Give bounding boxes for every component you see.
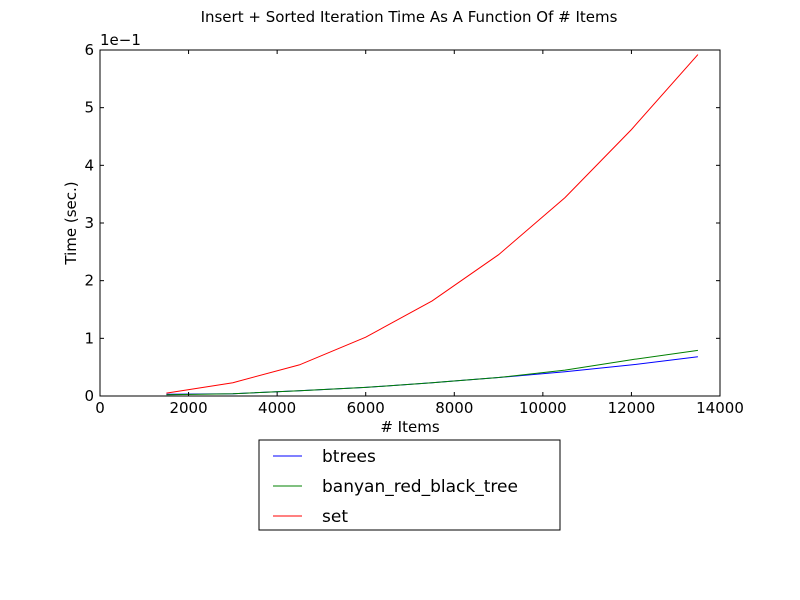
legend-entry-label: btrees [322,447,376,467]
y-tick-label: 1 [84,329,94,347]
y-tick-label: 5 [84,99,94,117]
y-axis-ticks: 0 1 2 3 4 5 6 [84,41,720,405]
x-tick-label: 2000 [169,399,207,417]
x-tick-label: 8000 [435,399,473,417]
legend-entry-label: set [322,507,348,527]
y-axis-label: Time (sec.) [62,181,80,265]
x-tick-label: 10000 [519,399,567,417]
x-axis-ticks: 0 2000 4000 6000 8000 10000 12000 14000 [95,50,744,417]
series-line-set [166,54,699,394]
y-tick-label: 6 [84,41,94,59]
y-tick-label: 4 [84,156,94,174]
y-tick-label: 2 [84,272,94,290]
series-layer [166,54,699,396]
y-tick-label: 3 [84,214,94,232]
x-tick-label: 0 [95,399,105,417]
x-tick-label: 14000 [696,399,744,417]
y-tick-label: 0 [84,387,94,405]
x-tick-label: 6000 [347,399,385,417]
chart-title: Insert + Sorted Iteration Time As A Func… [201,8,618,26]
x-tick-label: 4000 [258,399,296,417]
legend-frame [258,439,561,531]
series-line-btrees [166,356,698,395]
plot-area-frame [99,49,721,397]
legend-entry-label: banyan_red_black_tree [322,477,518,497]
x-axis-label: # Items [380,418,439,436]
series-line-banyan-red-black-tree [166,349,698,396]
x-tick-label: 12000 [608,399,656,417]
y-axis-offset-label: 1e−1 [100,31,141,49]
